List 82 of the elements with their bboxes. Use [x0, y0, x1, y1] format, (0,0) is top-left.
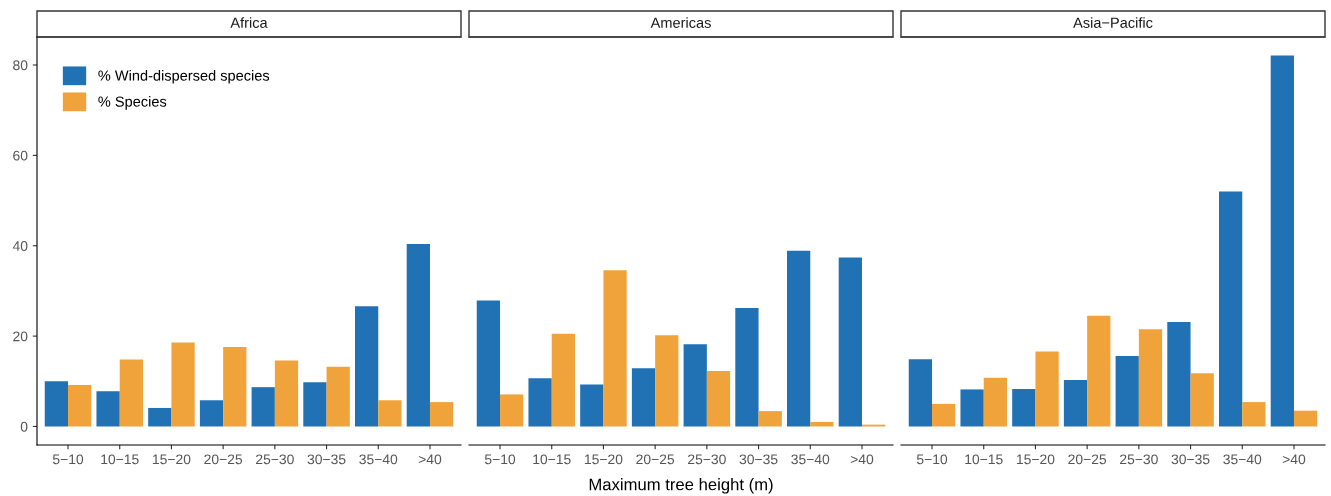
bar — [758, 411, 782, 427]
bar — [1087, 315, 1111, 427]
x-tick-label: 30−35 — [1171, 454, 1210, 465]
bar — [171, 342, 195, 427]
bar — [932, 403, 956, 427]
bar — [1115, 355, 1139, 427]
bar — [810, 421, 834, 427]
bar — [735, 308, 759, 427]
bar — [1242, 402, 1266, 427]
bar — [683, 344, 707, 427]
bar — [1190, 373, 1214, 427]
bar — [603, 270, 627, 427]
x-tick-label: 35−40 — [1223, 454, 1262, 465]
x-tick-label: 35−40 — [359, 454, 398, 465]
bar — [1167, 322, 1191, 427]
chart-title: Africa — [230, 17, 268, 28]
x-tick-label: 25−30 — [688, 454, 726, 465]
bar — [68, 384, 92, 427]
x-tick-label: 20−25 — [1068, 454, 1107, 465]
bar — [706, 370, 731, 427]
x-tick-label: 30−35 — [739, 454, 778, 465]
bar — [838, 257, 862, 427]
bar — [1035, 351, 1059, 427]
bar — [148, 407, 172, 427]
x-tick-label: 25−30 — [256, 454, 294, 465]
bar — [908, 359, 933, 427]
bar — [551, 333, 575, 427]
chart-title: Asia−Pacific — [1073, 17, 1153, 28]
x-tick-label: 10−15 — [533, 454, 571, 465]
bar — [1293, 410, 1318, 427]
x-tick-label: 30−35 — [307, 454, 346, 465]
x-axis-title: Maximum tree height (m) — [589, 478, 773, 494]
bar — [303, 382, 327, 427]
chart-title: Americas — [650, 17, 711, 28]
y-tick-label: 0 — [20, 421, 28, 432]
legend-label: % Wind-dispersed species — [98, 70, 270, 84]
bar — [429, 402, 454, 427]
x-tick-label: 5−10 — [916, 454, 948, 465]
bar — [655, 335, 679, 427]
bar — [1012, 388, 1036, 427]
bar — [1138, 329, 1163, 427]
bar — [251, 387, 275, 427]
bar — [528, 378, 552, 427]
bar — [1270, 55, 1294, 427]
x-tick-label: 15−20 — [1017, 454, 1055, 465]
bar — [406, 243, 430, 427]
bar — [1219, 191, 1243, 427]
bar — [983, 377, 1007, 427]
bar — [500, 394, 524, 427]
y-tick-label: 60 — [13, 150, 28, 161]
bar — [326, 366, 350, 427]
x-tick-label: 10−15 — [965, 454, 1003, 465]
bar — [355, 306, 379, 427]
y-tick-label: 80 — [13, 60, 28, 71]
x-tick-label: 5−10 — [52, 454, 84, 465]
y-tick-label: 20 — [13, 331, 28, 342]
bar — [44, 381, 69, 427]
bar — [378, 400, 402, 427]
x-tick-label: 25−30 — [1120, 454, 1158, 465]
bar — [223, 346, 247, 427]
x-tick-label: 15−20 — [584, 454, 623, 465]
y-tick-label: 40 — [12, 241, 28, 251]
bar — [476, 300, 501, 427]
bar — [1063, 379, 1088, 427]
x-tick-label: 5−10 — [484, 454, 516, 465]
x-tick-label: 35−40 — [791, 454, 830, 465]
bar — [787, 250, 811, 427]
bar — [960, 389, 984, 427]
legend-label: % Species — [98, 96, 167, 110]
bar — [580, 384, 604, 427]
bar — [274, 360, 299, 427]
bar — [119, 359, 143, 427]
x-tick-label: 20−25 — [636, 454, 675, 465]
bar — [631, 368, 656, 427]
bar — [96, 391, 120, 427]
x-tick-label: >40 — [1282, 454, 1306, 465]
x-tick-label: >40 — [418, 454, 442, 465]
x-tick-label: 15−20 — [153, 454, 191, 465]
x-tick-label: 10−15 — [101, 454, 139, 465]
bar — [199, 400, 224, 427]
x-tick-label: 20−25 — [204, 454, 243, 465]
x-tick-label: >40 — [850, 454, 874, 465]
